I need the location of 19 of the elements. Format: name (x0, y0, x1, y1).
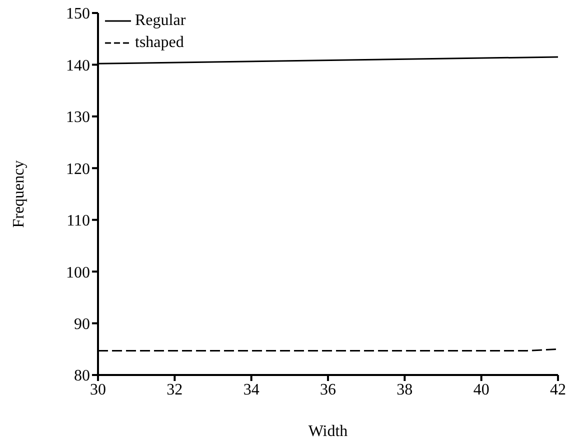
x-tick-label: 32 (166, 381, 183, 398)
y-tick-label: 100 (66, 264, 90, 282)
y-tick-label: 110 (66, 212, 90, 230)
y-tick-label: 120 (66, 160, 90, 178)
x-tick-label: 40 (473, 381, 490, 398)
legend-label: Regular (135, 11, 186, 31)
x-tick-label: 42 (550, 381, 566, 398)
x-tick-label: 36 (320, 381, 336, 398)
y-tick-label: 80 (74, 368, 90, 385)
y-tick-label: 130 (66, 109, 90, 126)
y-tick-label: 140 (66, 57, 90, 74)
x-tick-label: 34 (243, 381, 260, 398)
x-axis-title: Width (308, 423, 348, 440)
x-tick-label: 38 (396, 381, 413, 398)
legend-label: tshaped (135, 33, 184, 53)
x-tick-label: 30 (90, 381, 106, 398)
y-tick-label: 150 (66, 6, 90, 23)
y-tick-label: 90 (74, 316, 90, 333)
y-axis-title: Frequency (10, 160, 28, 228)
